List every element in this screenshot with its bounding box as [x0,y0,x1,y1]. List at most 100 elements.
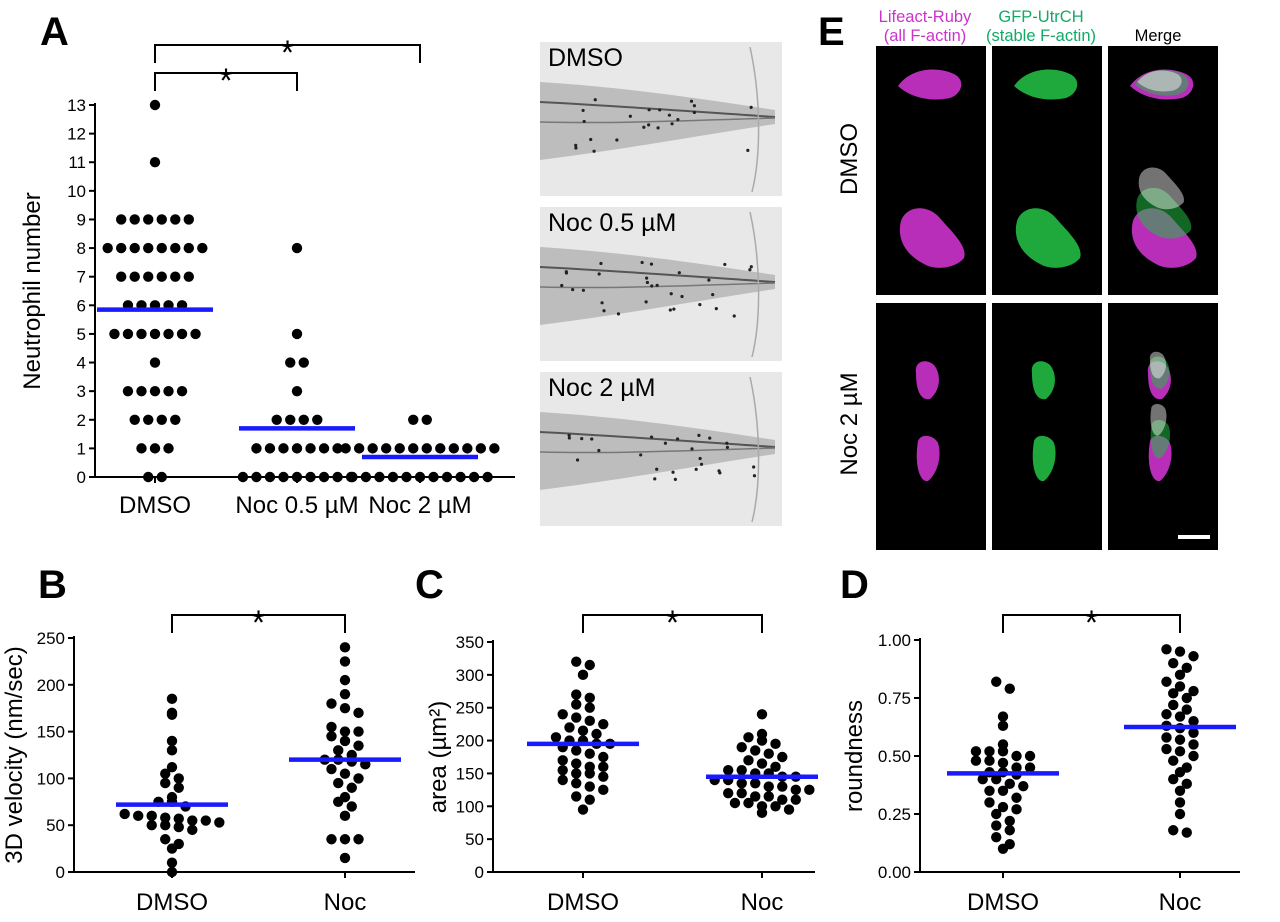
neutrophil-dot [717,469,721,473]
data-point [374,471,385,483]
data-point [763,748,774,759]
neutrophil-dot [575,458,580,462]
data-point [183,271,194,282]
vessel [540,447,776,454]
neutrophil-dot [708,436,712,440]
micrograph-r2-c1 [876,303,986,550]
data-point [187,815,198,826]
data-point [997,711,1009,722]
neutrophil-dot [658,108,662,112]
category-label: DMSO [547,889,619,916]
data-point [770,801,781,812]
data-point [339,810,351,822]
neutrophil-dot [656,126,660,130]
chart-c: 0 50 100 150 200 250 300 350 area (µm²) DMSO Noc * [425,604,818,916]
data-point [1188,750,1199,762]
data-point [339,688,351,700]
data-point [136,385,147,397]
data-point [1168,658,1179,669]
data-point [1161,743,1172,755]
data-point [156,271,167,282]
data-point [102,242,113,254]
data-point [763,791,774,802]
data-point [326,698,337,709]
data-point [129,271,140,282]
neutrophil-dot [581,108,585,113]
neutrophil-dot [567,433,571,437]
y-tick-label: 300 [456,666,484,685]
data-point [170,414,181,425]
cell-overlay [1149,356,1170,389]
neutrophil-dot [746,148,750,152]
neutrophil-dot [670,122,674,126]
data-point [312,414,323,425]
data-point [984,746,995,757]
data-point [149,385,161,397]
data-point [984,785,995,796]
data-point [1174,785,1186,796]
y-axis-label: 3D velocity (nm/sec) [1,646,28,863]
neutrophil-dot [628,114,632,118]
data-point [1188,727,1199,738]
data-point [584,781,595,792]
data-point [353,773,364,784]
data-point [1168,755,1179,766]
y-tick-label: 9 [77,210,86,229]
data-point [116,214,127,225]
data-point [156,471,167,483]
y-tick-label: 150 [37,723,65,742]
significance-bracket [171,614,346,633]
data-point [790,784,801,796]
data-point [156,242,167,254]
data-point [475,443,487,454]
data-point [160,777,171,789]
fin-edge [749,46,760,193]
data-point [997,757,1009,769]
data-point [214,817,225,828]
data-point [1004,838,1015,850]
data-point [305,471,316,483]
chart-d: 0.00 0.25 0.50 0.75 1.00 roundness DMSO Noc * [841,604,1240,916]
data-point [401,471,412,483]
data-point [173,782,184,793]
data-point [166,735,178,747]
data-point [557,774,568,786]
data-point [977,774,988,785]
data-point [584,659,595,671]
thumbnail-noc-2: Noc 2 µM [540,372,782,526]
data-point [109,328,120,340]
neutrophil-dot [752,465,756,469]
y-tick-label: 250 [37,629,65,648]
panel-letter-a: A [40,10,69,54]
y-tick-label: 100 [37,769,65,788]
data-point [756,709,768,720]
micrograph-r2-c2 [992,303,1102,550]
data-point [326,834,337,845]
data-point [353,834,364,845]
data-point [1161,732,1172,743]
neutrophil-dot [748,268,752,272]
fin-edge [749,376,760,523]
data-point [339,726,351,737]
data-point [183,214,194,225]
data-point [571,699,582,710]
data-point [550,732,562,743]
data-point [997,739,1009,750]
neutrophil-dot [647,108,651,112]
data-point [783,804,795,815]
data-point [571,768,582,779]
category-label: DMSO [136,889,208,916]
neutrophil-dot [574,146,578,150]
data-point [353,740,364,751]
data-point [1188,685,1199,697]
y-tick-label: 0.25 [878,805,911,824]
data-point [421,443,432,454]
data-point [723,764,734,776]
neutrophil-dot [692,104,696,108]
y-tick-label: 0 [475,863,484,882]
micrograph-r1-c1 [876,46,986,295]
y-tick-label: 5 [77,325,86,344]
cell-overlay [1136,187,1192,239]
data-point [421,414,432,425]
